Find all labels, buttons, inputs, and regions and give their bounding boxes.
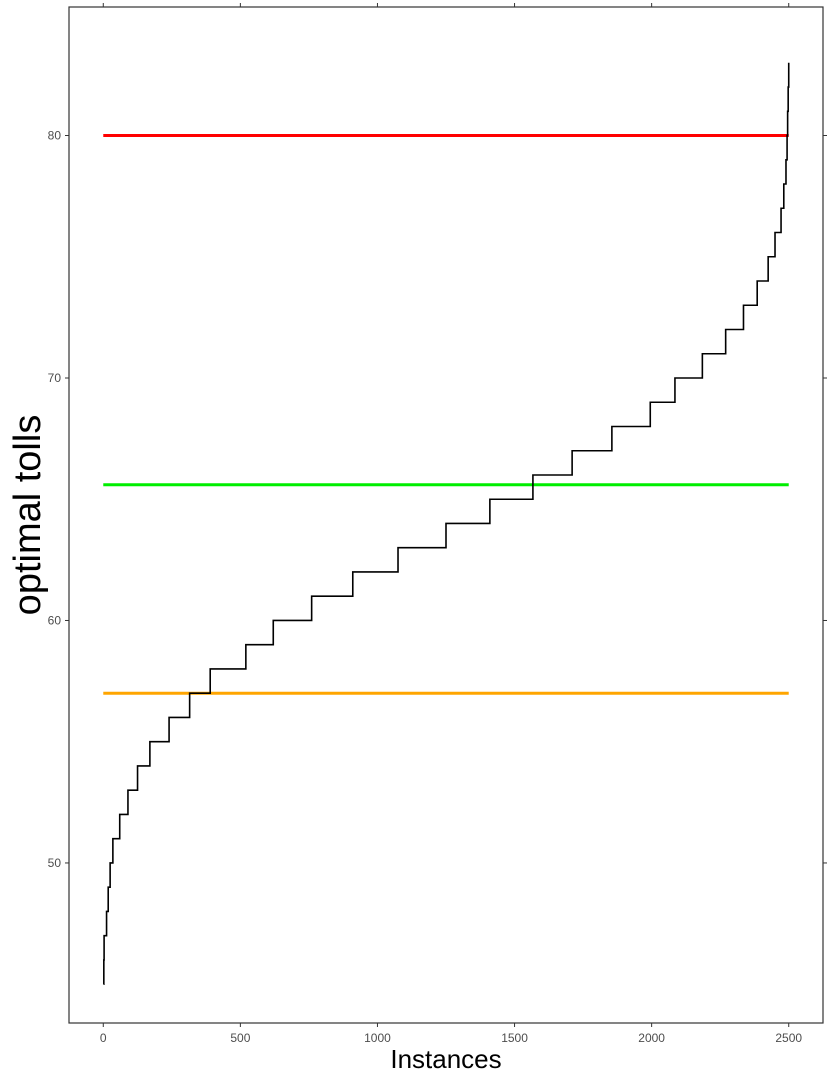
x-tick-label: 0 <box>100 1031 107 1045</box>
series-layer <box>103 62 790 986</box>
reference-lines <box>103 134 789 695</box>
y-tick-label: 50 <box>48 856 62 870</box>
series-line-0 <box>103 62 790 986</box>
x-tick-label: 1000 <box>364 1031 391 1045</box>
y-tick-label: 60 <box>48 613 62 627</box>
x-tick-label: 2000 <box>638 1031 665 1045</box>
y-tick-label: 80 <box>48 129 62 143</box>
x-axis: 0 500 1000 1500 2000 2500 <box>100 3 802 1045</box>
x-tick-label: 500 <box>230 1031 250 1045</box>
plot-panel <box>68 6 824 1024</box>
y-axis-title: optimal tolls <box>7 415 49 616</box>
y-tick-label: 70 <box>48 371 62 385</box>
x-tick-label: 1500 <box>501 1031 528 1045</box>
x-axis-title: Instances <box>390 1044 501 1074</box>
y-axis: 50 60 70 80 <box>48 129 827 870</box>
x-tick-label: 2500 <box>775 1031 802 1045</box>
